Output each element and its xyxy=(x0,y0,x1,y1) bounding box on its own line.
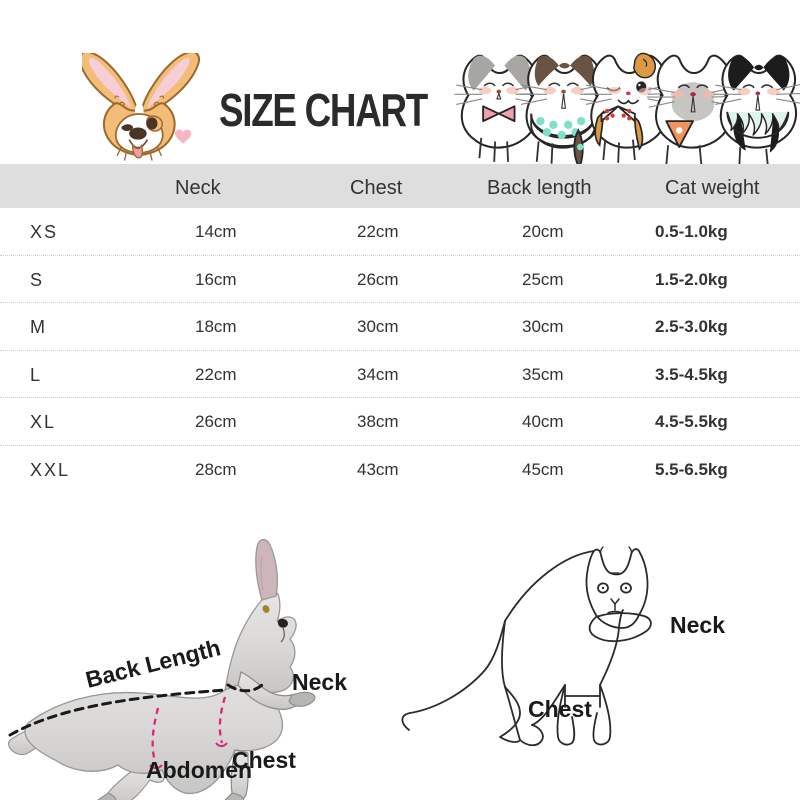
svg-text:Back Length: Back Length xyxy=(83,634,223,693)
svg-text:Chest: Chest xyxy=(528,696,592,722)
svg-text:Neck: Neck xyxy=(292,669,347,695)
svg-text:Abdomen: Abdomen xyxy=(146,757,252,783)
svg-text:Neck: Neck xyxy=(670,612,725,638)
